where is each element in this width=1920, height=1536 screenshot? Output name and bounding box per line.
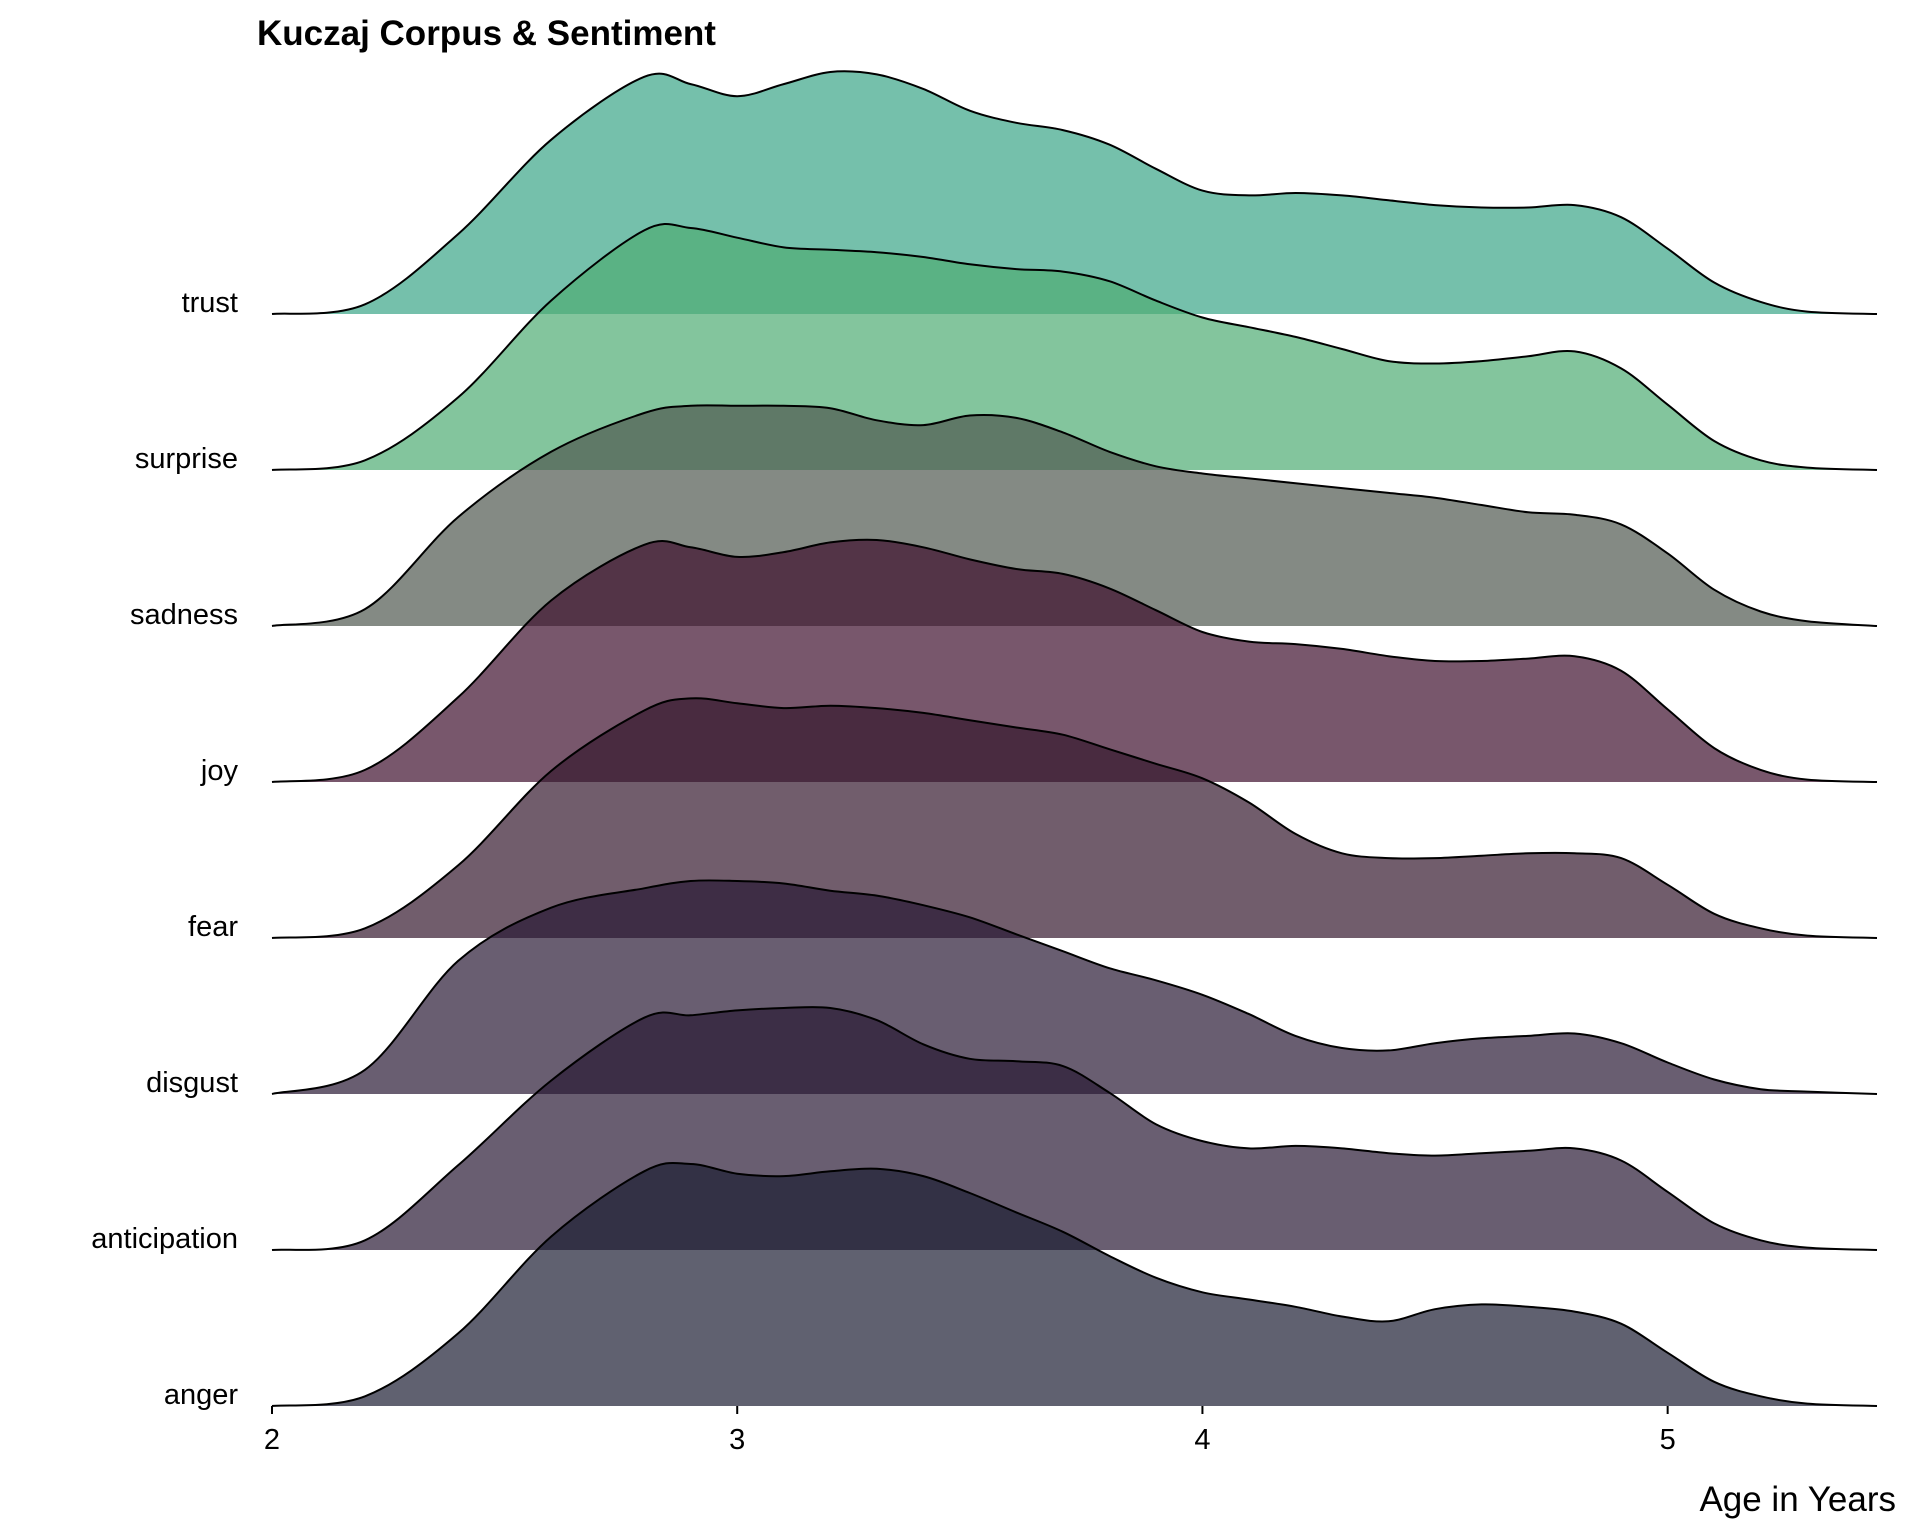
- ridge-line-disgust: [271, 879, 1878, 1095]
- ridge-line-fear: [271, 697, 1878, 939]
- y-label-surprise: surprise: [135, 443, 238, 475]
- x-tick-label-2: 2: [264, 1424, 280, 1456]
- y-label-fear: fear: [188, 911, 238, 943]
- ridge-line-anticipation: [271, 1006, 1878, 1251]
- y-axis-labels: trust surprise sadness joy fear disgust antici…: [91, 287, 238, 1411]
- x-tick-label-4: 4: [1194, 1424, 1210, 1456]
- ridge-line-joy: [271, 538, 1878, 783]
- y-label-joy: joy: [200, 755, 239, 787]
- x-axis: 2 3 4 5: [264, 1406, 1676, 1456]
- ridge-line-sadness: [271, 404, 1878, 627]
- y-label-anger: anger: [164, 1379, 239, 1411]
- ridge-line-trust: [271, 70, 1878, 315]
- y-label-disgust: disgust: [146, 1067, 238, 1099]
- ridge-area-anger: [272, 1162, 1877, 1406]
- y-label-anticipation: anticipation: [91, 1223, 238, 1255]
- ridge-area-fear: [272, 698, 1877, 938]
- x-tick-label-3: 3: [729, 1424, 745, 1456]
- y-label-trust: trust: [182, 287, 238, 319]
- ridge-line-surprise: [271, 223, 1878, 471]
- y-label-sadness: sadness: [130, 599, 238, 631]
- ridge-line-anger: [271, 1161, 1878, 1407]
- ridges-layer: [271, 70, 1878, 1407]
- x-axis-title: Age in Years: [1699, 1480, 1896, 1519]
- chart-title: Kuczaj Corpus & Sentiment: [257, 14, 716, 53]
- x-tick-label-5: 5: [1660, 1424, 1676, 1456]
